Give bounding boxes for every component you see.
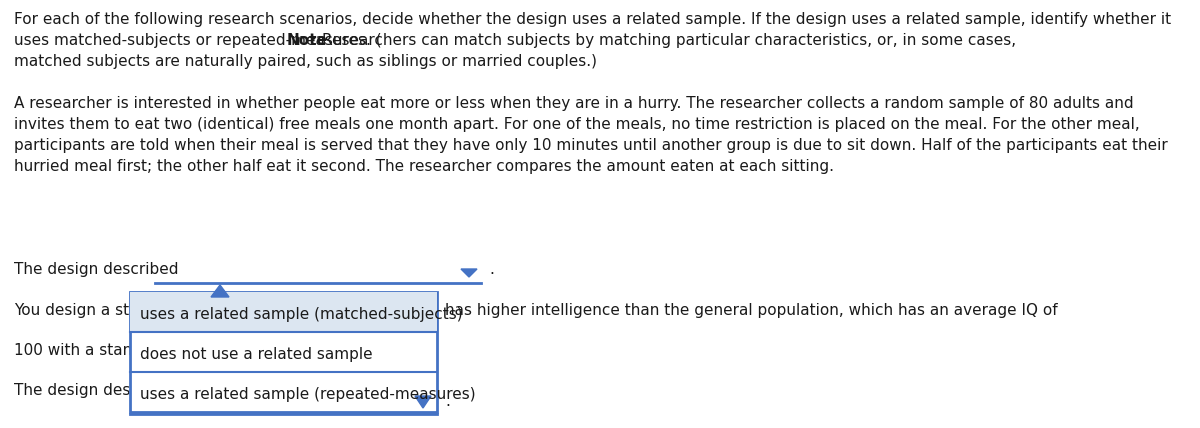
Text: For each of the following research scenarios, decide whether the design uses a r: For each of the following research scena…: [14, 12, 1171, 27]
Text: You design a study to: You design a study to: [14, 303, 178, 318]
Text: does not use a related sample: does not use a related sample: [140, 347, 373, 362]
Text: uses matched-subjects or repeated-measures. (: uses matched-subjects or repeated-measur…: [14, 33, 382, 48]
Text: : Researchers can match subjects by matching particular characteristics, or, in : : Researchers can match subjects by matc…: [312, 33, 1016, 48]
Text: has higher intelligence than the general population, which has an average IQ of: has higher intelligence than the general…: [445, 303, 1057, 318]
FancyBboxPatch shape: [130, 292, 437, 412]
FancyBboxPatch shape: [130, 292, 437, 332]
Text: matched subjects are naturally paired, such as siblings or married couples.): matched subjects are naturally paired, s…: [14, 54, 598, 69]
Text: uses a related sample (repeated-measures): uses a related sample (repeated-measures…: [140, 387, 475, 402]
Polygon shape: [211, 285, 229, 297]
Text: A researcher is interested in whether people eat more or less when they are in a: A researcher is interested in whether pe…: [14, 96, 1134, 111]
Text: The design described: The design described: [14, 262, 179, 277]
Text: 100 with a standard d: 100 with a standard d: [14, 343, 182, 358]
Text: participants are told when their meal is served that they have only 10 minutes u: participants are told when their meal is…: [14, 138, 1168, 153]
Text: uses a related sample (matched-subjects): uses a related sample (matched-subjects): [140, 307, 463, 322]
Text: .: .: [445, 394, 450, 409]
Text: .: .: [490, 262, 494, 277]
Text: The design described: The design described: [14, 383, 179, 398]
Text: Note: Note: [287, 33, 328, 48]
Text: hurried meal first; the other half eat it second. The researcher compares the am: hurried meal first; the other half eat i…: [14, 159, 834, 174]
Polygon shape: [415, 396, 431, 408]
Text: invites them to eat two (identical) free meals one month apart. For one of the m: invites them to eat two (identical) free…: [14, 117, 1140, 132]
Polygon shape: [461, 269, 478, 277]
